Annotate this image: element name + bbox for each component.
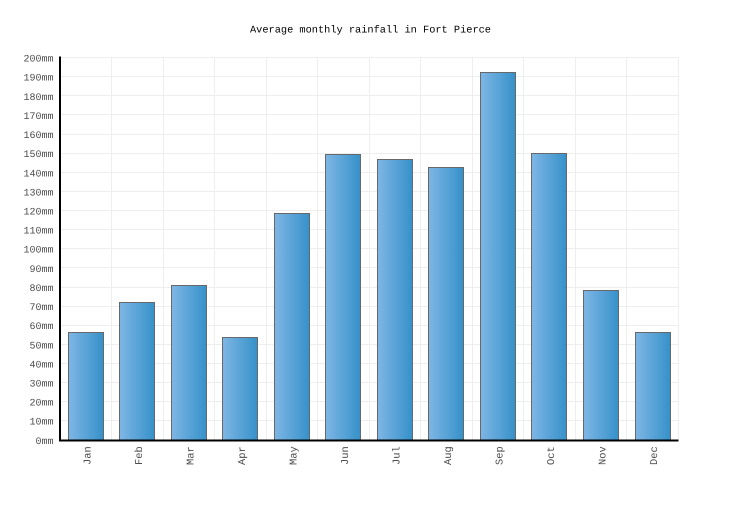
svg-text:120mm: 120mm bbox=[23, 207, 53, 218]
svg-text:Dec: Dec bbox=[649, 446, 661, 465]
svg-text:180mm: 180mm bbox=[23, 93, 53, 104]
svg-text:Average monthly rainfall in Fo: Average monthly rainfall in Fort Pierce bbox=[250, 25, 491, 37]
svg-text:Aug: Aug bbox=[443, 446, 455, 465]
svg-text:10mm: 10mm bbox=[29, 418, 53, 429]
svg-text:Jun: Jun bbox=[340, 446, 352, 465]
svg-text:80mm: 80mm bbox=[29, 284, 53, 295]
svg-text:Jan: Jan bbox=[82, 446, 94, 465]
svg-text:Sep: Sep bbox=[495, 446, 507, 465]
svg-text:30mm: 30mm bbox=[29, 379, 53, 390]
svg-text:130mm: 130mm bbox=[23, 188, 53, 199]
svg-text:40mm: 40mm bbox=[29, 360, 53, 371]
svg-text:170mm: 170mm bbox=[23, 112, 53, 123]
svg-text:50mm: 50mm bbox=[29, 341, 53, 352]
svg-text:90mm: 90mm bbox=[29, 265, 53, 276]
svg-text:150mm: 150mm bbox=[23, 150, 53, 161]
svg-text:Mar: Mar bbox=[185, 446, 197, 465]
svg-text:60mm: 60mm bbox=[29, 322, 53, 333]
svg-text:160mm: 160mm bbox=[23, 131, 53, 142]
svg-text:100mm: 100mm bbox=[23, 246, 53, 257]
svg-text:110mm: 110mm bbox=[23, 227, 53, 238]
svg-text:200mm: 200mm bbox=[23, 55, 53, 66]
svg-text:140mm: 140mm bbox=[23, 169, 53, 180]
svg-text:Oct: Oct bbox=[546, 446, 558, 465]
svg-text:70mm: 70mm bbox=[29, 303, 53, 314]
svg-text:190mm: 190mm bbox=[23, 74, 53, 85]
svg-text:Nov: Nov bbox=[598, 446, 610, 465]
svg-text:0mm: 0mm bbox=[35, 437, 53, 448]
svg-text:20mm: 20mm bbox=[29, 399, 53, 410]
svg-text:Jul: Jul bbox=[392, 446, 404, 465]
svg-text:Apr: Apr bbox=[237, 446, 249, 465]
svg-text:May: May bbox=[288, 446, 300, 465]
svg-text:Feb: Feb bbox=[134, 446, 146, 465]
